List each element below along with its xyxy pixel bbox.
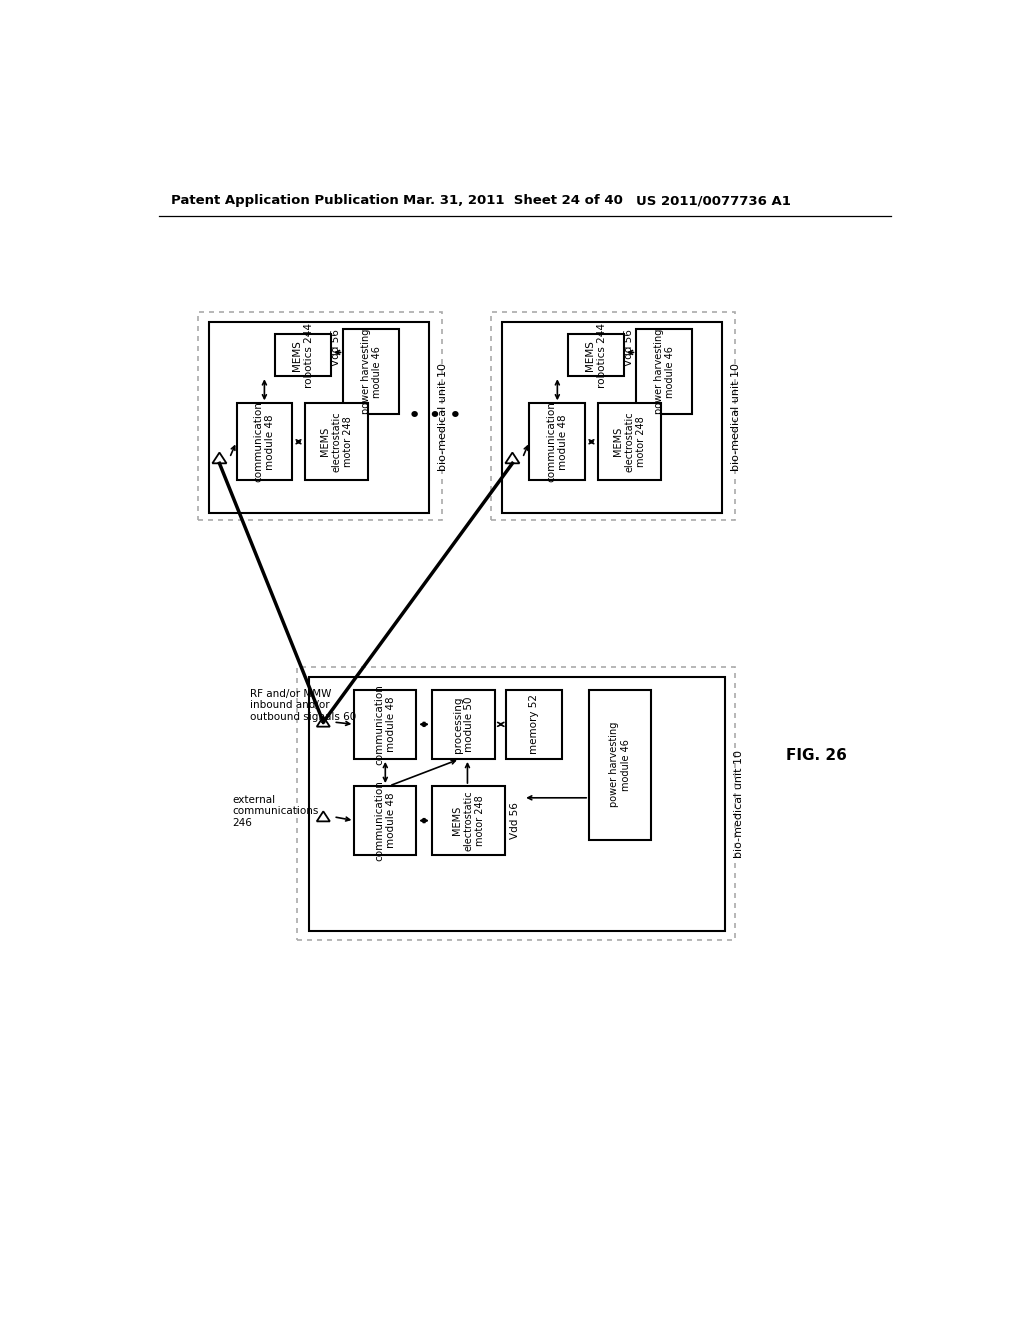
Text: US 2011/0077736 A1: US 2011/0077736 A1 (636, 194, 791, 207)
Bar (305, 404, 369, 480)
Text: Vdd 56: Vdd 56 (511, 803, 520, 840)
Text: Mar. 31, 2011  Sheet 24 of 40: Mar. 31, 2011 Sheet 24 of 40 (403, 194, 623, 207)
Bar (209, 322, 429, 512)
Bar (354, 785, 417, 855)
Text: power harvesting
module 46: power harvesting module 46 (609, 722, 631, 808)
Text: Vdd 56: Vdd 56 (332, 330, 341, 366)
Text: Vdd 56: Vdd 56 (625, 330, 635, 366)
Text: MEMS
electrostatic
motor 248: MEMS electrostatic motor 248 (612, 412, 646, 473)
Text: power harvesting
module 46: power harvesting module 46 (653, 329, 675, 414)
Text: bio-medical unit 10: bio-medical unit 10 (734, 750, 743, 858)
Bar (198, 313, 442, 520)
Text: RF and/or MMW
inbound and/or
outbound signals 60: RF and/or MMW inbound and/or outbound si… (251, 689, 356, 722)
Bar (432, 689, 496, 759)
Text: power harvesting
module 46: power harvesting module 46 (360, 329, 382, 414)
Text: MEMS
robotics 244: MEMS robotics 244 (292, 322, 314, 388)
Text: processing
module 50: processing module 50 (453, 696, 474, 752)
Bar (506, 689, 562, 759)
Text: memory 52: memory 52 (529, 694, 539, 754)
Bar (275, 334, 331, 376)
Text: FIG. 26: FIG. 26 (785, 747, 847, 763)
Bar (598, 404, 662, 480)
Text: MEMS
electrostatic
motor 248: MEMS electrostatic motor 248 (452, 791, 485, 851)
Bar (354, 689, 417, 759)
Bar (502, 322, 722, 512)
Text: bio-medical unit 10: bio-medical unit 10 (730, 363, 740, 471)
Text: communication
module 48: communication module 48 (547, 401, 568, 482)
Bar (432, 785, 506, 855)
Bar (529, 404, 586, 480)
Bar (589, 689, 651, 840)
Bar (343, 330, 399, 414)
Text: communication
module 48: communication module 48 (375, 780, 396, 861)
Text: MEMS
electrostatic
motor 248: MEMS electrostatic motor 248 (319, 412, 353, 473)
Text: Patent Application Publication: Patent Application Publication (171, 194, 398, 207)
Bar (568, 334, 624, 376)
Text: MEMS
robotics 244: MEMS robotics 244 (586, 322, 607, 388)
Text: • • •: • • • (408, 407, 462, 426)
Bar (490, 313, 735, 520)
Bar (636, 330, 692, 414)
Bar (308, 677, 725, 931)
Text: communication
module 48: communication module 48 (254, 401, 275, 482)
Text: external
communications
246: external communications 246 (232, 795, 319, 828)
Bar (297, 667, 735, 940)
Text: bio-medical unit 10: bio-medical unit 10 (437, 363, 447, 471)
Text: communication
module 48: communication module 48 (375, 684, 396, 764)
Bar (237, 404, 292, 480)
